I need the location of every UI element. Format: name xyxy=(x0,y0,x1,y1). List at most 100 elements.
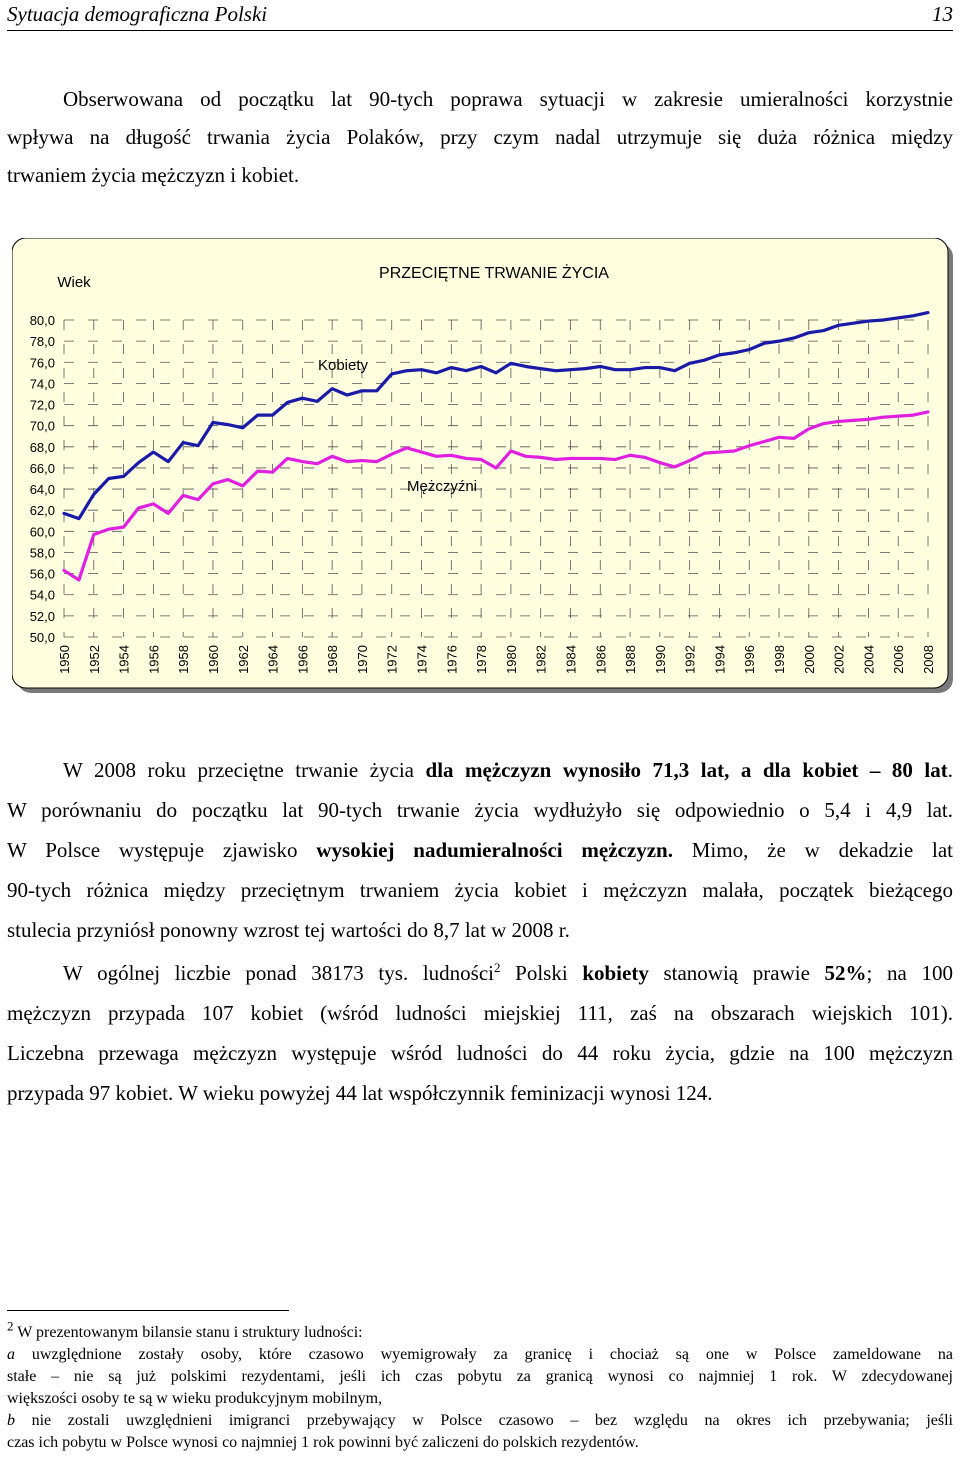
x-tick-label: 1958 xyxy=(176,645,191,674)
x-tick-label: 1976 xyxy=(444,645,459,674)
y-tick-label: 78,0 xyxy=(30,334,55,349)
text-run: Polski xyxy=(500,961,583,985)
text-line: 2 W prezentowanym bilansie stanu i struk… xyxy=(7,1318,953,1344)
text-run: W 2008 roku przeciętne trwanie życia xyxy=(63,758,426,782)
text-run: stulecia przyniósł ponowny wzrost tej wa… xyxy=(7,918,570,942)
x-tick-label: 1990 xyxy=(653,645,668,674)
x-tick-label: 1988 xyxy=(623,645,638,674)
text-line: 90-tych różnica między przeciętnym trwan… xyxy=(7,870,953,910)
x-tick-label: 1952 xyxy=(87,645,102,674)
text-run: . xyxy=(947,758,953,782)
y-tick-label: 70,0 xyxy=(30,419,55,434)
x-tick-label: 1964 xyxy=(266,645,281,674)
text-run: większości osoby te są w wieku produkcyj… xyxy=(7,1390,383,1407)
life-expectancy-chart: 80,0 78,0 76,0 74,0 72,0 70,0 68,0 66,0 64,0 62,0… xyxy=(11,237,956,696)
x-tick-label: 2002 xyxy=(832,645,847,674)
y-tick-label: 74,0 xyxy=(30,376,55,391)
x-tick-label: 2000 xyxy=(802,645,817,674)
emphasis-text: dla mężczyzn wynosiło 71,3 lat, a dla ko… xyxy=(425,758,948,782)
text-run: czas ich pobytu w Polsce wynosi co najmn… xyxy=(7,1434,639,1451)
text-line: trwaniem życia mężczyzn i kobiet. xyxy=(7,163,300,187)
text-run: 90-tych różnica między przeciętnym trwan… xyxy=(7,878,953,902)
text-run: Liczebna przewaga mężczyzn występuje wśr… xyxy=(7,1041,953,1065)
text-line: W ogólnej liczbie ponad 38173 tys. ludno… xyxy=(7,953,953,993)
text-line: przypada 97 kobiet. W wieku powyżej 44 l… xyxy=(7,1073,953,1113)
chart-title: PRZECIĘTNE TRWANIE ŻYCIA xyxy=(379,263,609,282)
footnote-separator xyxy=(7,1310,289,1311)
y-tick-label: 72,0 xyxy=(30,398,55,413)
text-line: Liczebna przewaga mężczyzn występuje wśr… xyxy=(7,1033,953,1073)
x-tick-label: 1984 xyxy=(563,645,578,674)
y-tick-label: 80,0 xyxy=(30,313,55,328)
x-tick-label: 1968 xyxy=(325,645,340,674)
x-tick-label: 1998 xyxy=(772,645,787,674)
x-tick-label: 1974 xyxy=(415,645,430,674)
body-paragraph-1: W 2008 roku przeciętne trwanie życia dla… xyxy=(7,750,953,950)
text-line: Obserwowana od początku lat 90-tych popr… xyxy=(63,87,953,111)
x-tick-label: 1982 xyxy=(534,645,549,674)
text-run: mężczyzn przypada 107 kobiet (wśród ludn… xyxy=(7,1001,953,1025)
text-line: czas ich pobytu w Polsce wynosi co najmn… xyxy=(7,1432,953,1454)
page-header: Sytuacja demograficzna Polski 13 xyxy=(7,0,953,31)
x-tick-label: 1978 xyxy=(474,645,489,674)
chart-frame xyxy=(11,237,949,689)
x-tick-label: 2004 xyxy=(861,645,876,674)
text-line: a uwzględnione zostały osoby, które czas… xyxy=(7,1344,953,1366)
x-tick-label: 1996 xyxy=(742,645,757,674)
series-label-mezczyzni: Mężczyźni xyxy=(407,478,477,495)
text-run: ; na 100 xyxy=(866,961,953,985)
header-title: Sytuacja demograficzna Polski xyxy=(7,2,268,26)
text-run: W ogólnej liczbie ponad 38173 tys. ludno… xyxy=(63,961,494,985)
x-tick-label: 2006 xyxy=(891,645,906,674)
y-tick-label: 58,0 xyxy=(30,545,55,560)
text-run: uwzględnione zostały osoby, które czasow… xyxy=(15,1346,953,1363)
chart-svg: 80,0 78,0 76,0 74,0 72,0 70,0 68,0 66,0 64,0 62,0… xyxy=(11,237,953,693)
text-line: stulecia przyniósł ponowny wzrost tej wa… xyxy=(7,910,953,950)
x-tick-label: 1962 xyxy=(236,645,251,674)
y-tick-label: 60,0 xyxy=(30,524,55,539)
x-tick-label: 1956 xyxy=(146,645,161,674)
text-run: W prezentowanym bilansie stanu i struktu… xyxy=(13,1324,363,1341)
text-run: a xyxy=(7,1346,15,1363)
x-tick-label: 1992 xyxy=(683,645,698,674)
y-tick-label: 62,0 xyxy=(30,503,55,518)
emphasis-text: kobiety xyxy=(582,961,649,985)
y-tick-label: 66,0 xyxy=(30,461,55,476)
x-tick-label: 2008 xyxy=(921,645,936,674)
x-tick-label: 1986 xyxy=(593,645,608,674)
footnote-marker: 2 xyxy=(494,960,501,975)
series-label-kobiety: Kobiety xyxy=(318,357,369,374)
intro-paragraph: Obserwowana od początku lat 90-tych popr… xyxy=(7,80,953,194)
y-tick-label: 68,0 xyxy=(30,440,55,455)
y-tick-label: 54,0 xyxy=(30,588,55,603)
x-tick-label: 1994 xyxy=(712,645,727,674)
text-line: W 2008 roku przeciętne trwanie życia dla… xyxy=(7,750,953,790)
y-tick-label: 64,0 xyxy=(30,482,55,497)
x-tick-label: 1966 xyxy=(295,645,310,674)
text-run: W Polsce występuje zjawisko xyxy=(7,838,317,862)
text-run: przypada 97 kobiet. W wieku powyżej 44 l… xyxy=(7,1081,713,1105)
text-line: mężczyzn przypada 107 kobiet (wśród ludn… xyxy=(7,993,953,1033)
text-run: nie zostali uwzględnieni imigranci przeb… xyxy=(15,1412,953,1429)
y-axis-label: Wiek xyxy=(57,274,91,291)
text-run: stanowią prawie xyxy=(648,961,825,985)
series-line-mezczyzni xyxy=(62,410,930,582)
y-tick-label: 50,0 xyxy=(30,630,55,645)
x-tick-label: 1960 xyxy=(206,645,221,674)
text-line: b nie zostali uwzględnieni imigranci prz… xyxy=(7,1410,953,1432)
y-tick-label: 56,0 xyxy=(30,567,55,582)
body-paragraph-2: W ogólnej liczbie ponad 38173 tys. ludno… xyxy=(7,953,953,1113)
footnote: 2 W prezentowanym bilansie stanu i struk… xyxy=(7,1318,953,1454)
x-tick-label: 1970 xyxy=(355,645,370,674)
text-line: stałe – nie są już polskimi rezydentami,… xyxy=(7,1366,953,1388)
text-run: stałe – nie są już polskimi rezydentami,… xyxy=(7,1368,953,1385)
text-line: wpływa na długość trwania życia Polaków,… xyxy=(7,125,953,149)
footnote-marker: 2 xyxy=(7,1318,14,1334)
page-number: 13 xyxy=(932,2,953,26)
x-tick-label: 1954 xyxy=(117,645,132,674)
text-line: W porównaniu do początku lat 90-tych trw… xyxy=(7,790,953,830)
text-run: b xyxy=(7,1412,15,1429)
x-tick-label: 1972 xyxy=(385,645,400,674)
emphasis-text: 52% xyxy=(824,961,867,985)
text-run: Mimo, że w dekadzie lat xyxy=(672,838,953,862)
